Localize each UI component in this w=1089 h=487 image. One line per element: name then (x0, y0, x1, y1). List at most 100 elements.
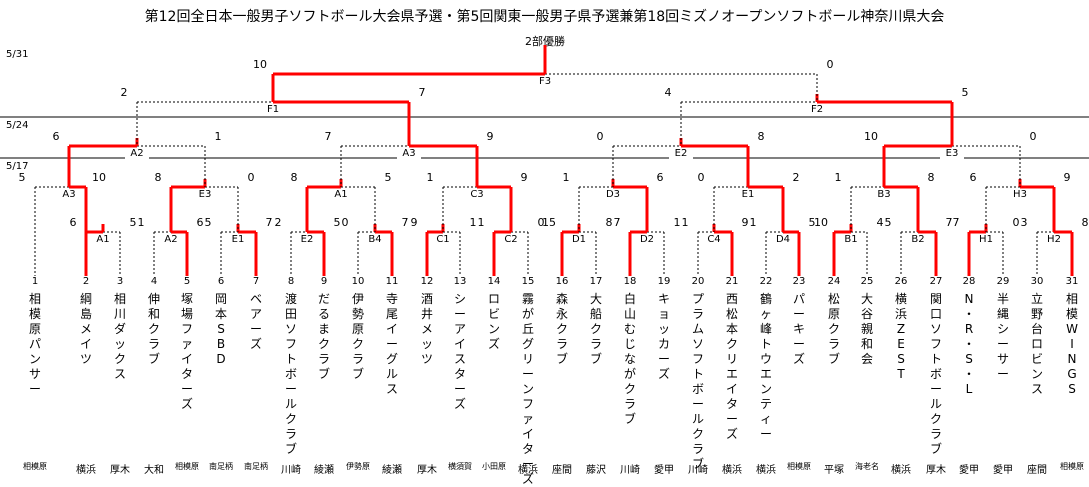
right-score: 2 (792, 171, 800, 184)
team-name-char: 井 (420, 307, 433, 321)
team-name-char: 場 (180, 307, 193, 321)
left-score: 6 (69, 216, 77, 229)
team-name-char: リ (521, 352, 534, 366)
right-score: 7 (418, 86, 426, 99)
team-region: 伊勢原 (346, 462, 370, 471)
team-number: 7 (252, 276, 260, 287)
team-name-char: ル (929, 397, 942, 411)
team-region: 相模原 (23, 462, 47, 471)
team-name-char: グ (521, 337, 534, 351)
team-name-char: ー (691, 397, 704, 411)
team-name-char: ル (385, 367, 398, 381)
team-name-char: フ (284, 337, 297, 351)
team-name: 大船クラブ (588, 292, 604, 367)
team-name-char: ィ (759, 412, 772, 426)
left-score: 15 (542, 216, 556, 229)
team-name-char: エ (725, 367, 738, 381)
team-number: 23 (792, 276, 806, 287)
match-label: F1 (261, 104, 285, 115)
team-name-char: 本 (725, 322, 738, 336)
team-name-char: ス (453, 352, 466, 366)
team-name-char: パ (28, 337, 41, 351)
team-number: 10 (351, 276, 365, 287)
team-name-char: ー (284, 382, 297, 396)
team-name-char: ソ (284, 322, 297, 336)
team-name: 相模原パンサー (27, 292, 43, 397)
team-name-char: ブ (827, 352, 840, 366)
team-name-char: ク (623, 382, 636, 396)
team-name-char: イ (385, 322, 398, 336)
team-region: 南足柄 (244, 462, 268, 471)
match-label: E3 (193, 189, 217, 200)
team-name-char: E (897, 337, 905, 351)
team-name-char: ー (792, 337, 805, 351)
team-name-char: ァ (180, 337, 193, 351)
left-score: 3 (1020, 216, 1028, 229)
team-name-char: ー (521, 457, 534, 471)
left-score: 1 (477, 216, 485, 229)
team-region: 愛甲 (959, 465, 979, 476)
team-name-char: キ (792, 322, 805, 336)
team-name: 白山むじながクラブ (622, 292, 638, 427)
team-region: 厚木 (110, 465, 130, 476)
team-name-char: ト (284, 352, 297, 366)
team-name-char: ラ (351, 352, 364, 366)
team-name-char: ・ (962, 307, 975, 321)
team-name-char: ラ (827, 337, 840, 351)
team-name-char: 綱 (79, 292, 92, 306)
team-name-char: ン (487, 322, 500, 336)
left-score: 0 (596, 130, 604, 143)
team-number: 17 (589, 276, 603, 287)
team-name-char: ー (929, 382, 942, 396)
right-score: 0 (826, 58, 834, 71)
team-name-char: 霧 (521, 292, 534, 306)
team-name-char: 寺 (385, 292, 398, 306)
team-name-char: ウ (759, 352, 772, 366)
team-name: N ・ R ・ S ・ L (961, 292, 977, 397)
right-score: 6 (656, 171, 664, 184)
right-score: 5 (333, 216, 341, 229)
left-score: 4 (664, 86, 672, 99)
team-name-char: ブ (147, 352, 160, 366)
right-score: 5 (808, 216, 816, 229)
team-name-char: ソ (929, 322, 942, 336)
team-name-char: N (1067, 352, 1077, 366)
team-name-char: シ (996, 322, 1009, 336)
team-name-char: ー (453, 307, 466, 321)
right-score: 8 (927, 171, 935, 184)
team-number: 29 (996, 276, 1010, 287)
team-name-char: ベ (249, 292, 262, 306)
team-name-char: ー (28, 382, 41, 396)
team-name-char: 白 (623, 292, 636, 306)
team-name-char: ッ (113, 337, 126, 351)
left-score: 1 (426, 171, 434, 184)
match-label: E2 (295, 234, 319, 245)
team-name-char: 田 (284, 307, 297, 321)
team-region: 大和 (144, 465, 164, 476)
match-label: A3 (57, 189, 81, 200)
team-region: 綾瀬 (382, 465, 402, 476)
team-region: 厚木 (417, 465, 437, 476)
team-name: 酒井メッツ (419, 292, 435, 367)
team-number: 25 (860, 276, 874, 287)
right-score: 7 (401, 216, 409, 229)
right-score: 5 (961, 86, 969, 99)
team-name: プラムソフトボールクラブ (690, 292, 706, 472)
team-name-char: ロ (1030, 337, 1043, 351)
match-label: A1 (91, 234, 115, 245)
team-name-char: ブ (284, 442, 297, 456)
team-region: 横浜 (722, 465, 742, 476)
team-name-char: じ (623, 337, 636, 351)
team-name-char: 大 (589, 292, 602, 306)
team-name-char: ブ (691, 457, 704, 471)
team-name-char: N (964, 292, 974, 306)
team-name-char: パ (792, 292, 805, 306)
left-score: 0 (697, 171, 705, 184)
team-number: 9 (320, 276, 328, 287)
team-name-char: キ (657, 292, 670, 306)
left-score: 10 (814, 216, 828, 229)
team-name: 立野台ロビンス (1029, 292, 1045, 397)
team-name-char: フ (180, 322, 193, 336)
left-score: 8 (290, 171, 298, 184)
